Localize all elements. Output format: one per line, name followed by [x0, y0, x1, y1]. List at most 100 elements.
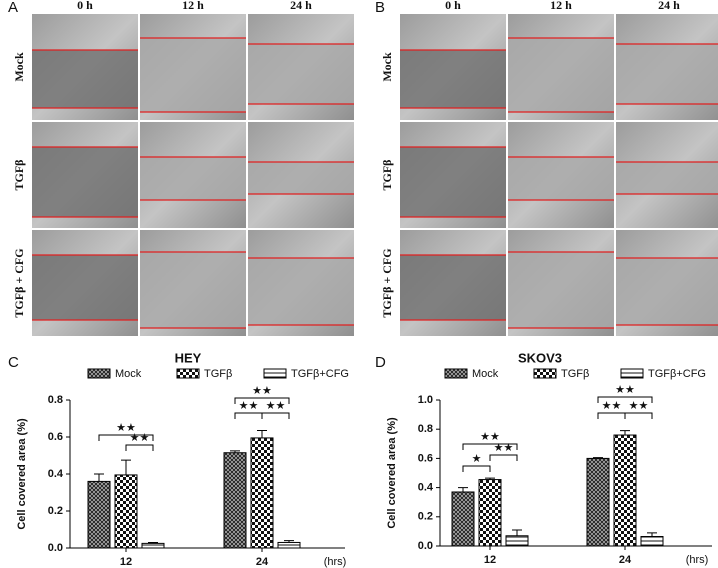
wound-area	[32, 255, 138, 320]
legend-swatch	[87, 368, 111, 379]
significance-label: ★★	[239, 400, 259, 412]
y-axis-label: Cell covered area (%)	[16, 418, 28, 530]
significance-label: ★★	[629, 400, 649, 412]
significance-bracket	[234, 397, 290, 404]
y-tick-label: 0.0	[48, 542, 63, 554]
significance-label: ★★	[266, 400, 286, 412]
y-tick-label: 0.2	[48, 505, 63, 517]
wound-area	[140, 157, 246, 200]
wound-area	[400, 147, 506, 217]
y-tick-label: 0.4	[48, 468, 64, 480]
bar	[141, 542, 165, 549]
y-tick-label: 0.4	[418, 482, 434, 494]
wound-area	[508, 38, 614, 112]
y-tick-label: 0.0	[418, 540, 433, 552]
wound-area	[616, 258, 718, 325]
significance-label: ★★	[130, 432, 150, 444]
significance-bracket	[234, 412, 263, 419]
legend-label: TGFβ+CFG	[291, 368, 349, 380]
wound-area	[248, 44, 354, 104]
significance-label: ★★	[615, 384, 635, 396]
y-tick-label: 0.6	[418, 452, 433, 464]
wound-area	[508, 252, 614, 328]
wound-area	[248, 258, 354, 325]
column-header: 0 h	[77, 0, 93, 12]
bar	[640, 536, 664, 547]
significance-label: ★	[472, 453, 482, 465]
error-bar	[620, 430, 630, 436]
column-header: 24 h	[290, 0, 312, 12]
error-bar	[257, 430, 267, 438]
panel-label: C	[8, 354, 19, 371]
error-bar	[458, 487, 468, 492]
row-label: Mock	[12, 52, 26, 82]
wound-area	[32, 50, 138, 108]
bar	[223, 452, 247, 549]
x-unit: (hrs)	[686, 554, 709, 566]
wound-area	[616, 44, 718, 104]
significance-bracket	[98, 434, 154, 441]
significance-bracket	[624, 412, 653, 419]
error-bar	[647, 532, 657, 537]
y-tick-label: 0.8	[418, 423, 433, 435]
legend-swatch	[444, 368, 468, 379]
y-tick-label: 0.6	[48, 431, 63, 443]
x-unit: (hrs)	[324, 556, 347, 568]
x-tick-label: 24	[256, 556, 269, 568]
legend-swatch	[263, 368, 287, 379]
chart-title: SKOV3	[518, 350, 562, 365]
significance-bracket	[597, 396, 653, 403]
legend-label: Mock	[472, 368, 499, 380]
wound-area	[616, 162, 718, 194]
significance-bracket	[597, 412, 626, 419]
chart-title: HEY	[175, 350, 202, 365]
significance-bracket	[462, 465, 491, 472]
bar	[613, 434, 637, 547]
column-header: 12 h	[550, 0, 572, 12]
column-header: 0 h	[445, 0, 461, 12]
legend-label: TGFβ	[204, 368, 232, 380]
legend-label: TGFβ	[561, 368, 589, 380]
significance-bracket	[125, 444, 154, 451]
significance-bracket	[261, 412, 290, 419]
significance-label: ★★	[252, 385, 272, 397]
row-label: TGFβ + CFG	[12, 248, 26, 317]
error-bar	[121, 459, 131, 475]
bar	[277, 541, 301, 549]
wound-area	[140, 252, 246, 328]
error-bar	[94, 473, 104, 482]
bar	[478, 479, 502, 547]
bar	[250, 437, 274, 549]
error-bar	[148, 541, 158, 544]
legend-swatch	[176, 368, 200, 379]
significance-label: ★★	[494, 442, 514, 454]
x-tick-label: 12	[120, 556, 132, 568]
row-label: TGFβ	[380, 160, 394, 191]
wound-area	[140, 38, 246, 112]
wound-area	[400, 50, 506, 108]
column-header: 12 h	[182, 0, 204, 12]
error-bar	[230, 450, 240, 453]
wound-area	[400, 255, 506, 320]
error-bar	[284, 540, 294, 543]
wound-area	[32, 147, 138, 217]
bar	[505, 535, 529, 547]
significance-label: ★★	[116, 422, 136, 434]
legend-label: TGFβ+CFG	[648, 368, 706, 380]
wound-area	[248, 162, 354, 194]
legend-swatch	[620, 368, 644, 379]
error-bar	[512, 529, 522, 536]
error-bar	[593, 457, 603, 459]
x-tick-label: 12	[484, 554, 496, 566]
x-tick-label: 24	[619, 554, 632, 566]
error-bar	[485, 477, 495, 480]
y-axis-label: Cell covered area (%)	[386, 417, 398, 529]
y-tick-label: 1.0	[418, 394, 433, 406]
panel-label: A	[8, 0, 18, 16]
row-label: TGFβ + CFG	[380, 248, 394, 317]
significance-label: ★★	[602, 400, 622, 412]
significance-bracket	[489, 454, 518, 461]
bar	[87, 480, 111, 549]
y-tick-label: 0.2	[418, 511, 433, 523]
